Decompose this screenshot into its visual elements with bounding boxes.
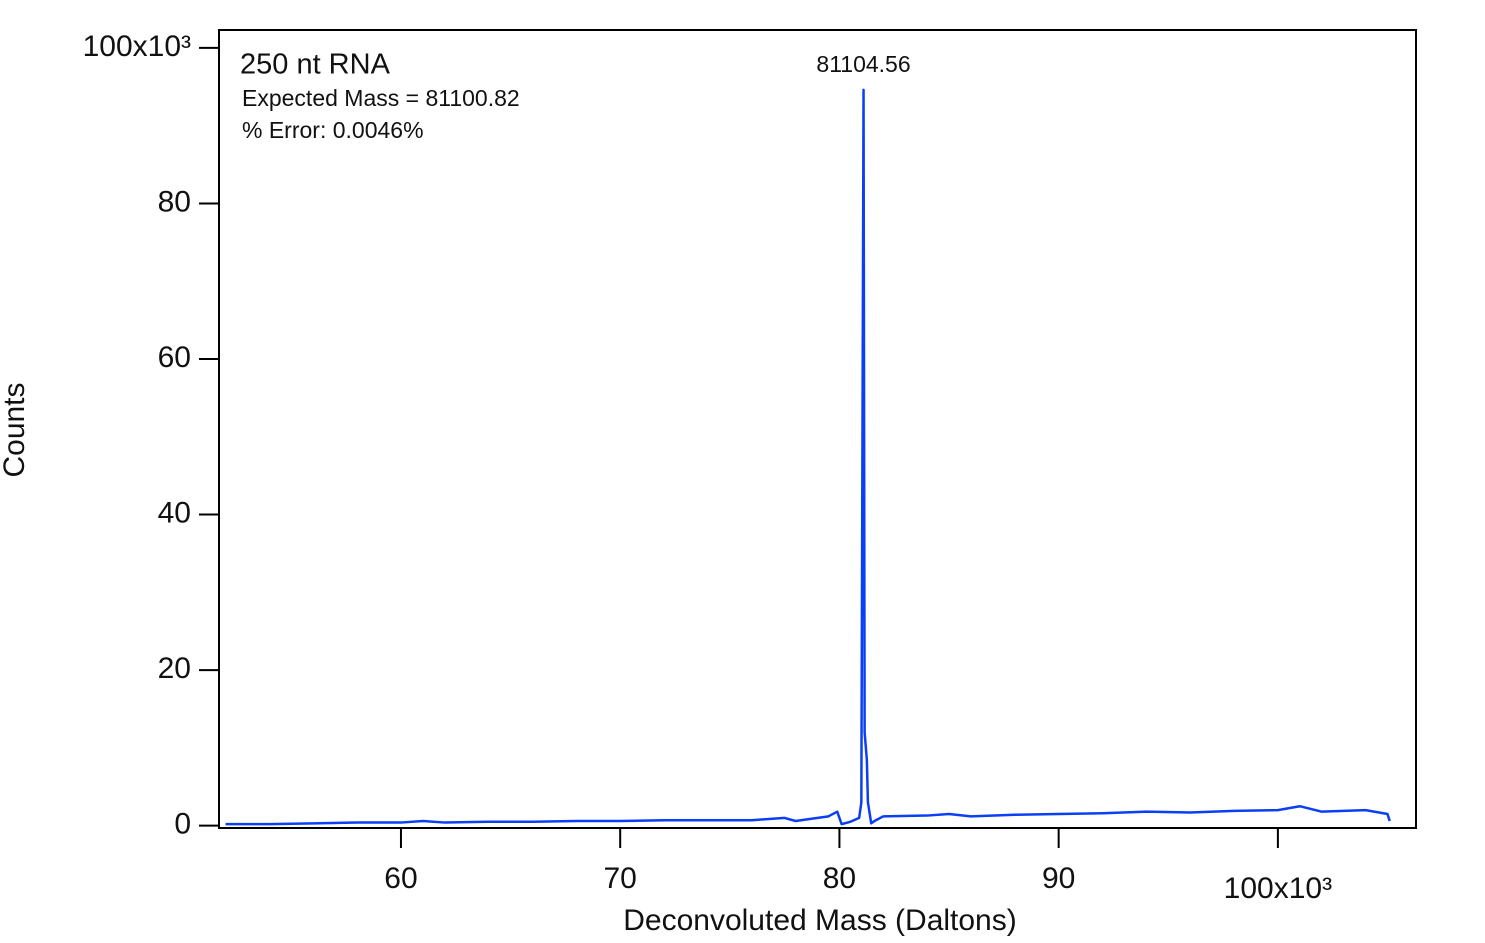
annotation: Expected Mass = 81100.82 [242,85,520,111]
y-tick-label: 20 [158,652,191,685]
y-axis-title: Counts [0,382,31,477]
x-tick-label: 100x10³ [1224,872,1332,905]
y-tick-label: 80 [158,185,191,218]
annotation: % Error: 0.0046% [242,117,424,143]
y-tick-label: 100x10³ [83,30,191,63]
spectrum-line [225,88,1391,826]
y-tick-label: 40 [158,496,191,529]
x-axis-title: Deconvoluted Mass (Daltons) [623,904,1017,937]
plot-frame [218,29,1417,829]
x-tick-label: 70 [604,862,637,895]
peak-label: 81104.56 [816,51,910,77]
x-tick-label: 60 [384,862,417,895]
annotation: 250 nt RNA [240,49,391,81]
y-tick-label: 0 [174,808,191,841]
x-tick-label: 90 [1042,862,1075,895]
x-tick-label: 80 [823,862,856,895]
y-tick-label: 60 [158,341,191,374]
